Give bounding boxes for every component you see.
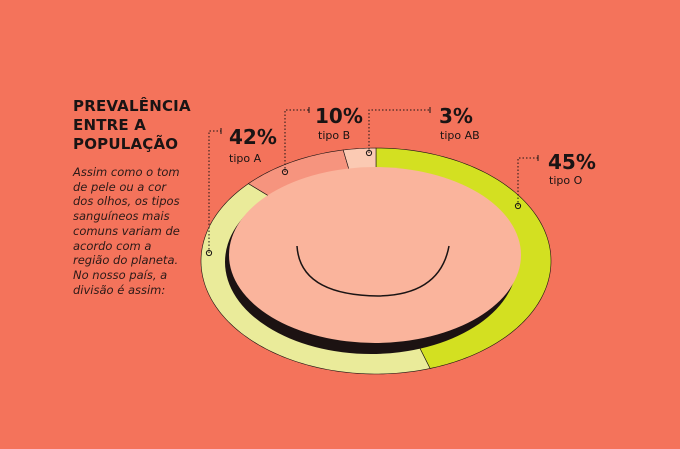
percent-label-tipo-b: 10% [315, 104, 363, 128]
category-label-tipo-ab: tipo AB [440, 129, 480, 142]
category-label-tipo-b: tipo B [318, 129, 350, 142]
description-text: Assim como o tom de pele ou a cor dos ol… [73, 165, 180, 297]
percent-label-tipo-a: 42% [229, 125, 277, 149]
callouts: 45%tipo O 42% tipo A 10%tipo B 3%tipo AB [205, 104, 596, 257]
percent-label-tipo-o: 45% [548, 150, 596, 174]
callout-marker-tipo-ab [365, 149, 373, 157]
smile-curve [296, 245, 450, 297]
callout-line-tipo-b [284, 109, 309, 172]
inner-face [229, 167, 521, 343]
callout-marker-tipo-o [514, 202, 522, 210]
percent-label-tipo-ab: 3% [439, 104, 473, 128]
callout-marker-tipo-b [281, 168, 289, 176]
callout-line-tipo-a [208, 130, 221, 253]
category-label-tipo-o: tipo O [549, 174, 583, 187]
chart-title: PREVALÊNCIA ENTRE A POPULAÇÃO [73, 97, 191, 153]
callout-line-tipo-ab [368, 109, 430, 153]
callout-marker-tipo-a [205, 249, 213, 257]
category-label-tipo-a: tipo A [229, 152, 262, 165]
